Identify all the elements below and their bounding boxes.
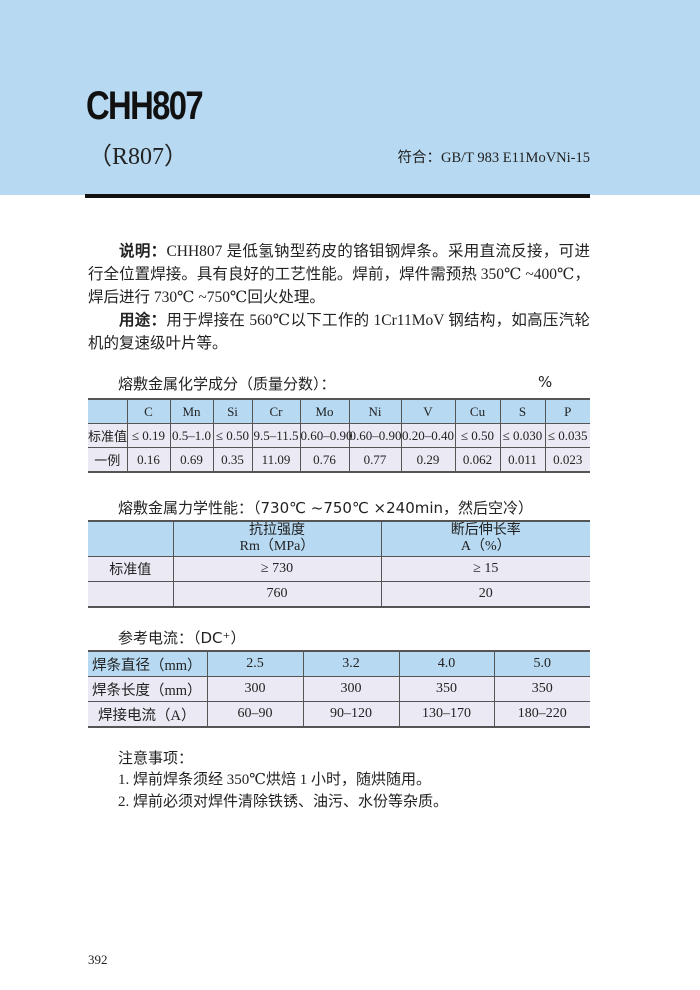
- row-label: 标准值: [88, 423, 128, 448]
- standard-reference: 符合：GB/T 983 E11MoVNi-15: [397, 150, 590, 166]
- cell: ≤ 0.50: [454, 423, 501, 448]
- cell: ≤ 0.030: [499, 423, 546, 448]
- cell: 2.5: [206, 650, 304, 677]
- product-title: CHH807: [86, 84, 204, 128]
- description-text: CHH807 是低氢钠型药皮的铬钼钢焊条。采用直流反接，可进行全位置焊接。具有良…: [88, 243, 590, 306]
- cell: 0.29: [400, 447, 456, 473]
- current-table: 焊条直径（mm） 2.5 3.2 4.0 5.0 焊条长度（mm） 300 300 350 35…: [88, 650, 590, 728]
- mechanical-title: 熔敷金属力学性能：（730℃ ~750℃ ×240min，然后空冷）: [118, 499, 534, 517]
- cell: 0.20–0.40: [400, 423, 456, 448]
- cell: ≥ 15: [380, 556, 590, 582]
- header-cell: Mn: [169, 398, 214, 424]
- cell: 0.011: [499, 447, 546, 473]
- page-number: 392: [88, 952, 108, 967]
- description-paragraph: 说明：CHH807 是低氢钠型药皮的铬钼钢焊条。采用直流反接，可进行全位置焊接。…: [88, 240, 590, 309]
- notes-title: 注意事项：: [118, 749, 194, 767]
- cell: 0.76: [299, 447, 350, 473]
- cell: 350: [398, 676, 495, 702]
- header-cell: S: [499, 398, 546, 424]
- cell: 5.0: [493, 650, 590, 677]
- row-label: 标准值: [88, 556, 174, 582]
- table-row: 焊接电流（A） 60–90 90–120 130–170 180–220: [88, 701, 590, 728]
- header-cell: V: [400, 398, 456, 424]
- header-banner: [0, 0, 700, 195]
- header-cell: [88, 398, 128, 424]
- cell: 11.09: [251, 447, 301, 473]
- cell: ≤ 0.19: [126, 423, 171, 448]
- chemistry-title: 熔敷金属化学成分（质量分数）：: [118, 375, 336, 393]
- row-label: 一例: [88, 447, 128, 473]
- cell: 60–90: [206, 701, 304, 728]
- cell: ≤ 0.035: [544, 423, 590, 448]
- cell: 0.062: [454, 447, 501, 473]
- header-cell: P: [544, 398, 590, 424]
- header-cell: C: [126, 398, 171, 424]
- chemistry-unit: %: [538, 373, 553, 391]
- header-rule: [85, 194, 590, 198]
- cell: 130–170: [398, 701, 495, 728]
- cell: 9.5–11.5: [251, 423, 301, 448]
- table-row: 760 20: [88, 581, 590, 608]
- header-cell: Ni: [348, 398, 402, 424]
- cell: 0.16: [126, 447, 171, 473]
- cell: 3.2: [302, 650, 400, 677]
- cell: 300: [302, 676, 400, 702]
- header-cell: Mo: [299, 398, 350, 424]
- cell: 760: [172, 581, 382, 608]
- chemistry-table: C Mn Si Cr Mo Ni V Cu S P 标准值 ≤ 0.19 0.5–1.0 ≤ 0.50 9…: [88, 398, 590, 473]
- cell: ≤ 0.50: [212, 423, 253, 448]
- cell: 350: [493, 676, 590, 702]
- table-header-row: 焊条直径（mm） 2.5 3.2 4.0 5.0: [88, 650, 590, 677]
- header-cell: Cr: [251, 398, 301, 424]
- cell: 0.69: [169, 447, 214, 473]
- cell: 4.0: [398, 650, 495, 677]
- cell: 0.023: [544, 447, 590, 473]
- row-label: [88, 581, 174, 608]
- table-header-row: C Mn Si Cr Mo Ni V Cu S P: [88, 398, 590, 424]
- cell: 0.5–1.0: [169, 423, 214, 448]
- header-cell: 断后伸长率 A（%）: [380, 520, 590, 557]
- cell: 0.35: [212, 447, 253, 473]
- product-subtitle: （R807）: [88, 144, 189, 170]
- table-header-row: 抗拉强度 Rm（MPa） 断后伸长率 A（%）: [88, 520, 590, 557]
- cell: 300: [206, 676, 304, 702]
- row-label: 焊条长度（mm）: [88, 676, 208, 702]
- row-label: 焊接电流（A）: [88, 701, 208, 728]
- cell: 0.60–0.90: [348, 423, 402, 448]
- header-cell: Cu: [454, 398, 501, 424]
- table-row: 一例 0.16 0.69 0.35 11.09 0.76 0.77 0.29 0.062 0.01…: [88, 447, 590, 473]
- current-title: 参考电流：（DC⁺）: [118, 629, 246, 647]
- header-cell: [88, 520, 174, 557]
- cell: 0.77: [348, 447, 402, 473]
- cell: 90–120: [302, 701, 400, 728]
- table-row: 焊条长度（mm） 300 300 350 350: [88, 676, 590, 702]
- cell: 20: [380, 581, 590, 608]
- cell: 0.60–0.90: [299, 423, 353, 448]
- header-cell: 抗拉强度 Rm（MPa）: [172, 520, 382, 557]
- note-item: 2. 焊前必须对焊件清除铁锈、油污、水份等杂质。: [118, 794, 449, 810]
- cell: 180–220: [493, 701, 590, 728]
- usage-label: 用途：: [119, 311, 167, 329]
- table-row: 标准值 ≥ 730 ≥ 15: [88, 556, 590, 582]
- usage-text: 用于焊接在 560℃以下工作的 1Cr11MoV 钢结构，如高压汽轮机的复速级叶…: [88, 312, 590, 352]
- table-row: 标准值 ≤ 0.19 0.5–1.0 ≤ 0.50 9.5–11.5 0.60–0.90 0…: [88, 423, 590, 448]
- mechanical-table: 抗拉强度 Rm（MPa） 断后伸长率 A（%） 标准值 ≥ 730 ≥ 15 760 20: [88, 520, 590, 608]
- description-label: 说明：: [119, 242, 167, 260]
- usage-paragraph: 用途：用于焊接在 560℃以下工作的 1Cr11MoV 钢结构，如高压汽轮机的复…: [88, 309, 590, 355]
- note-item: 1. 焊前焊条须经 350℃烘焙 1 小时，随烘随用。: [118, 772, 432, 788]
- cell: ≥ 730: [172, 556, 382, 582]
- row-label: 焊条直径（mm）: [88, 650, 208, 677]
- header-cell: Si: [212, 398, 253, 424]
